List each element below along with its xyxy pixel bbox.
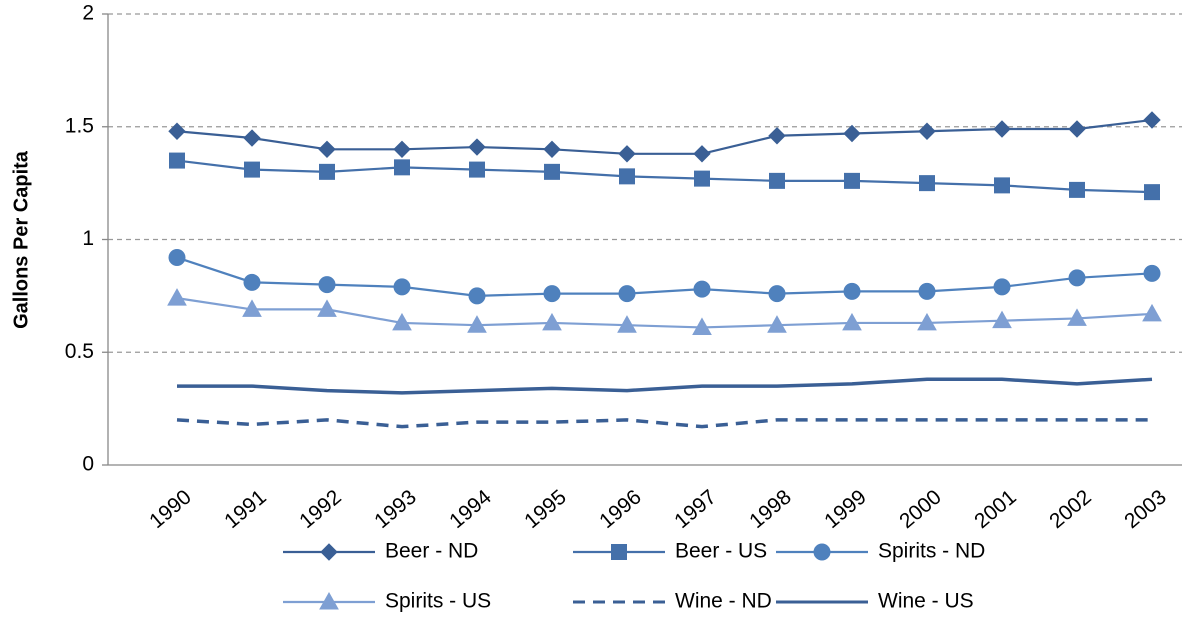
data-point [544, 163, 560, 180]
data-point [243, 129, 261, 147]
data-point [543, 140, 561, 159]
legend-label: Spirits - ND [878, 540, 985, 563]
legend-label: Spirits - US [385, 590, 491, 613]
data-point [169, 152, 185, 169]
data-point [167, 288, 187, 306]
series-line [176, 297, 1153, 329]
x-tick-label: 2003 [1120, 485, 1171, 533]
data-point [844, 172, 860, 189]
data-point [694, 170, 710, 187]
data-point [319, 163, 335, 180]
data-point [468, 287, 486, 305]
data-point [318, 276, 336, 294]
y-tick-label: 0.5 [65, 340, 94, 363]
data-point [693, 280, 711, 298]
data-point [994, 177, 1010, 194]
x-tick-label: 1992 [295, 485, 346, 533]
data-point [394, 159, 410, 176]
legend-label: Wine - ND [675, 590, 772, 613]
x-tick-label: 1993 [370, 485, 421, 533]
x-tick-label: 2001 [970, 485, 1021, 533]
data-point [168, 249, 186, 267]
data-point [242, 299, 262, 317]
x-tick-label: 1990 [145, 485, 196, 533]
data-point [769, 172, 785, 189]
series-line [176, 256, 1153, 297]
data-point [243, 273, 261, 291]
x-tick-label: 2002 [1045, 485, 1096, 533]
y-tick-label: 0 [82, 453, 94, 476]
x-tick-label: 1998 [745, 485, 796, 533]
data-point [1068, 120, 1086, 138]
data-point [1144, 184, 1160, 201]
data-point [617, 315, 637, 333]
data-point [468, 138, 486, 156]
series-line [176, 418, 1152, 429]
data-point [392, 312, 412, 331]
series-line [176, 118, 1153, 155]
y-tick-label: 1 [82, 227, 94, 250]
data-point [918, 282, 936, 300]
data-point [693, 145, 711, 163]
data-point [618, 145, 636, 163]
data-point [843, 282, 861, 300]
data-point [469, 161, 485, 178]
data-point [993, 120, 1011, 138]
data-point [918, 122, 936, 140]
legend-marker [611, 544, 627, 560]
data-point [992, 310, 1012, 329]
data-point [543, 285, 561, 303]
y-tick-label: 2 [82, 2, 94, 25]
data-point [618, 285, 636, 303]
data-point [917, 312, 937, 331]
data-point [767, 315, 787, 333]
data-point [317, 299, 337, 317]
legend-label: Beer - ND [385, 540, 478, 563]
x-tick-label: 1999 [820, 485, 871, 533]
data-point [318, 140, 336, 159]
legend-marker [813, 543, 831, 561]
data-point [768, 285, 786, 303]
x-tick-label: 1996 [595, 485, 646, 533]
data-point [919, 175, 935, 192]
data-point [619, 168, 635, 185]
data-point [692, 317, 712, 335]
data-point [542, 312, 562, 331]
y-axis-label: Gallons Per Capita [10, 150, 32, 329]
legend-label: Wine - US [878, 590, 974, 613]
data-point [467, 315, 487, 333]
series-line [177, 377, 1153, 395]
data-point [1067, 308, 1087, 326]
legend-marker [319, 591, 339, 610]
data-point [244, 161, 260, 178]
data-point [993, 278, 1011, 296]
legend-marker [320, 543, 338, 561]
x-tick-label: 1997 [670, 485, 721, 533]
data-point [1068, 269, 1086, 287]
data-point [1142, 303, 1162, 322]
x-tick-label: 2000 [895, 485, 946, 533]
data-point [1143, 264, 1161, 282]
x-tick-label: 1995 [520, 485, 571, 533]
data-point [842, 312, 862, 331]
x-tick-label: 1994 [445, 485, 496, 533]
x-tick-label: 1991 [220, 485, 271, 533]
data-point [1069, 181, 1085, 198]
data-point [393, 278, 411, 296]
data-point [393, 140, 411, 159]
data-point [1143, 111, 1161, 129]
data-point [768, 127, 786, 145]
data-point [168, 122, 186, 140]
data-point [843, 124, 861, 143]
y-tick-label: 1.5 [65, 114, 94, 137]
series-line [176, 159, 1153, 194]
legend-label: Beer - US [675, 540, 767, 563]
